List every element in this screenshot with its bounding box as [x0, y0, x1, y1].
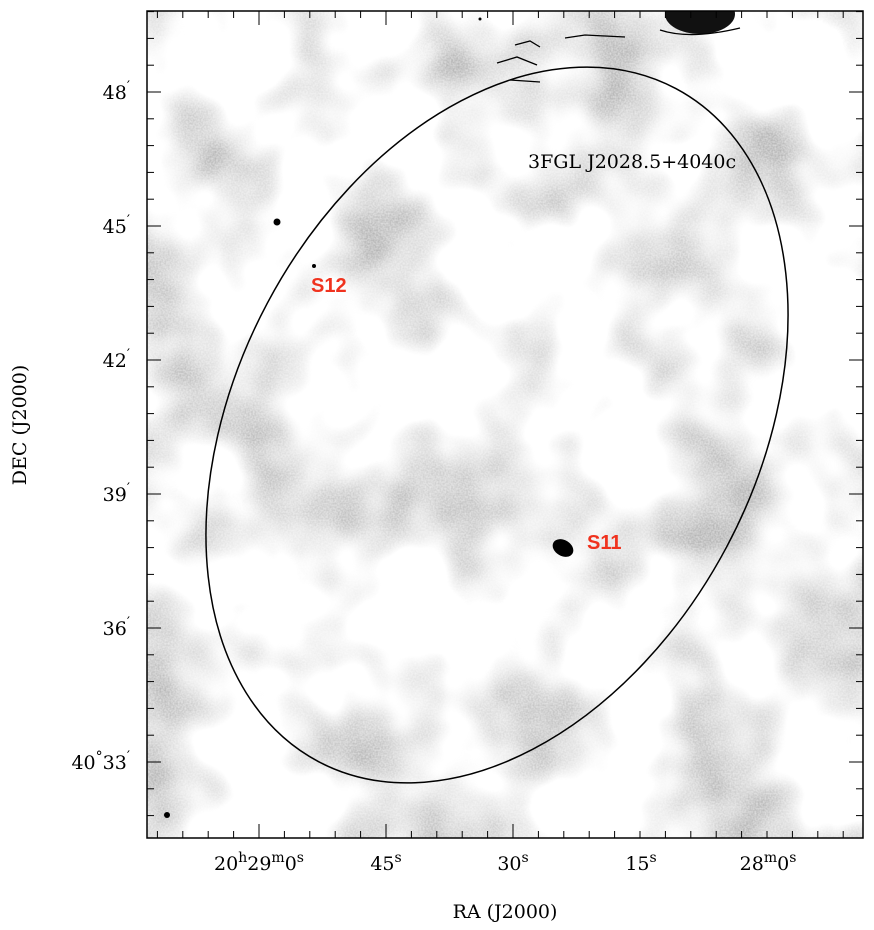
tick-label: 48′ — [103, 79, 130, 104]
tick-label: 42′ — [103, 347, 130, 372]
map-image — [147, 11, 863, 838]
x-axis-label: RA (J2000) — [453, 901, 558, 923]
tick-label: 45s — [370, 850, 401, 875]
source-ellipse — [205, 66, 789, 784]
ellipse-label: 3FGL J2028.5+4040c — [528, 151, 736, 173]
tick-label: 40°33′ — [71, 749, 130, 774]
source-label: S12 — [311, 275, 347, 297]
source-label: S11 — [587, 532, 621, 554]
tick-label: 36′ — [103, 615, 130, 640]
tick-label: 15s — [625, 850, 656, 875]
ticks — [147, 11, 863, 838]
tick-label: 20h29m0s — [214, 850, 304, 875]
tick-label: 39′ — [103, 481, 130, 506]
tick-label: 28m0s — [740, 850, 797, 875]
tick-label: 30s — [497, 850, 528, 875]
y-axis-label: DEC (J2000) — [9, 365, 31, 485]
plot-frame — [146, 10, 864, 839]
tick-label: 45′ — [103, 213, 130, 238]
